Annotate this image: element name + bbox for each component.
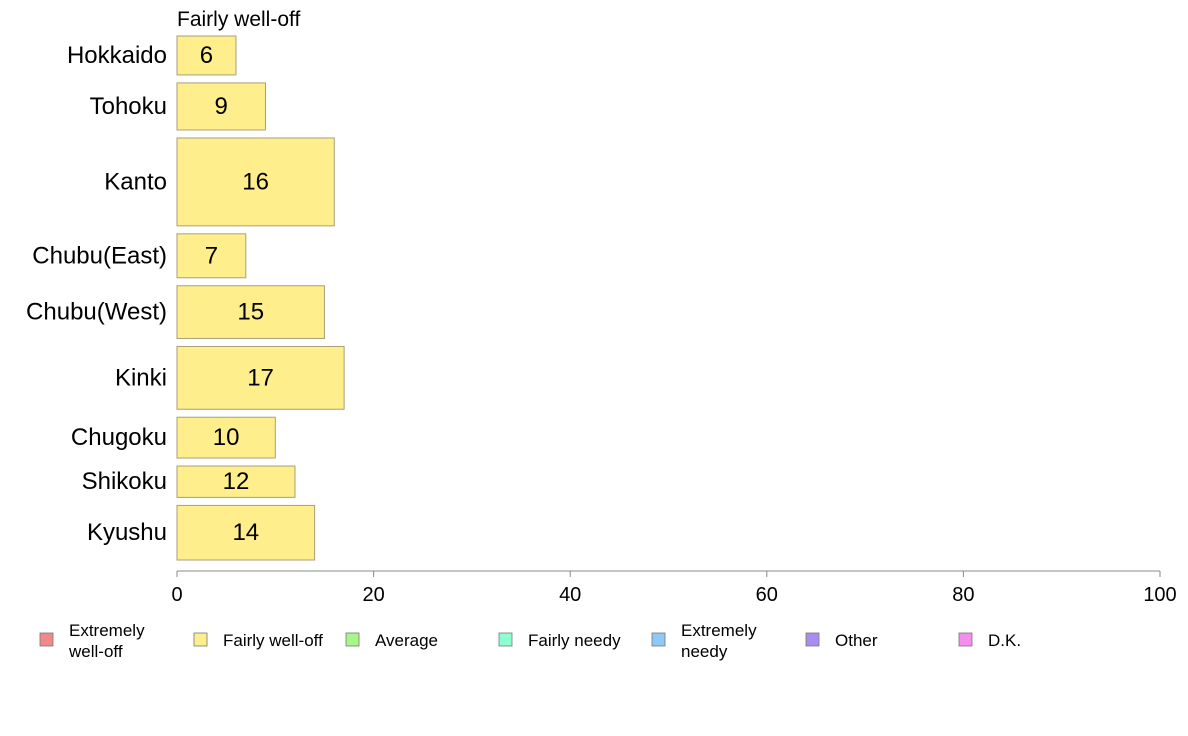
x-tick-label: 20	[362, 584, 384, 606]
value-label: 9	[215, 93, 228, 120]
legend-swatch	[805, 632, 820, 647]
bar	[176, 35, 237, 76]
category-label: Kanto	[104, 168, 167, 195]
x-tick-label: 40	[559, 584, 581, 606]
category-label: Chubu(West)	[26, 299, 167, 326]
legend-label: Extremely well-off	[68, 621, 145, 661]
value-label: 10	[213, 424, 240, 451]
x-tick-label: 100	[1143, 584, 1176, 606]
value-label: 15	[237, 299, 264, 326]
bar	[176, 504, 316, 561]
value-label: 17	[247, 364, 274, 391]
legend-swatch	[498, 632, 513, 647]
legend-swatch	[958, 632, 973, 647]
value-label: 16	[242, 168, 269, 195]
bar	[176, 465, 296, 498]
x-tick-label: 0	[171, 584, 182, 606]
category-label: Kinki	[115, 364, 167, 391]
legend-label: D.K.	[988, 631, 1021, 650]
legend-swatch	[39, 632, 54, 647]
value-label: 7	[205, 242, 218, 269]
legend-label: Fairly well-off	[223, 631, 323, 650]
panel-title: Fairly well-off	[177, 8, 300, 31]
category-label: Hokkaido	[67, 42, 167, 69]
bar	[176, 345, 345, 410]
value-label: 6	[200, 42, 213, 69]
value-label: 14	[232, 519, 259, 546]
bar	[176, 233, 247, 279]
category-label: Chugoku	[71, 424, 167, 451]
bar	[176, 137, 335, 227]
x-tick-label: 60	[756, 584, 778, 606]
bar	[176, 82, 266, 131]
legend-label: Fairly needy	[528, 631, 621, 650]
bar	[176, 285, 325, 339]
bars-group: Hokkaido 6 Tohoku 9 Kanto 16 Chubu(East) 7 Chubu…	[26, 35, 345, 561]
category-label: Shikoku	[82, 468, 167, 495]
legend-label: Other	[835, 631, 878, 650]
legend-label: Average	[375, 631, 438, 650]
legend-label: Extremely needy	[681, 621, 757, 661]
x-axis: 0 20 40 60 80 100	[171, 570, 1177, 606]
category-label: Chubu(East)	[32, 242, 167, 269]
value-label: 12	[223, 468, 250, 495]
category-label: Tohoku	[90, 93, 167, 120]
legend-swatch	[345, 632, 360, 647]
legend-swatch	[651, 632, 666, 647]
x-tick-label: 80	[952, 584, 974, 606]
legend: Extremely well-off Fairly well-off Average F…	[39, 621, 1021, 661]
legend-swatch	[193, 632, 208, 647]
category-label: Kyushu	[87, 519, 167, 546]
bar	[176, 416, 276, 459]
